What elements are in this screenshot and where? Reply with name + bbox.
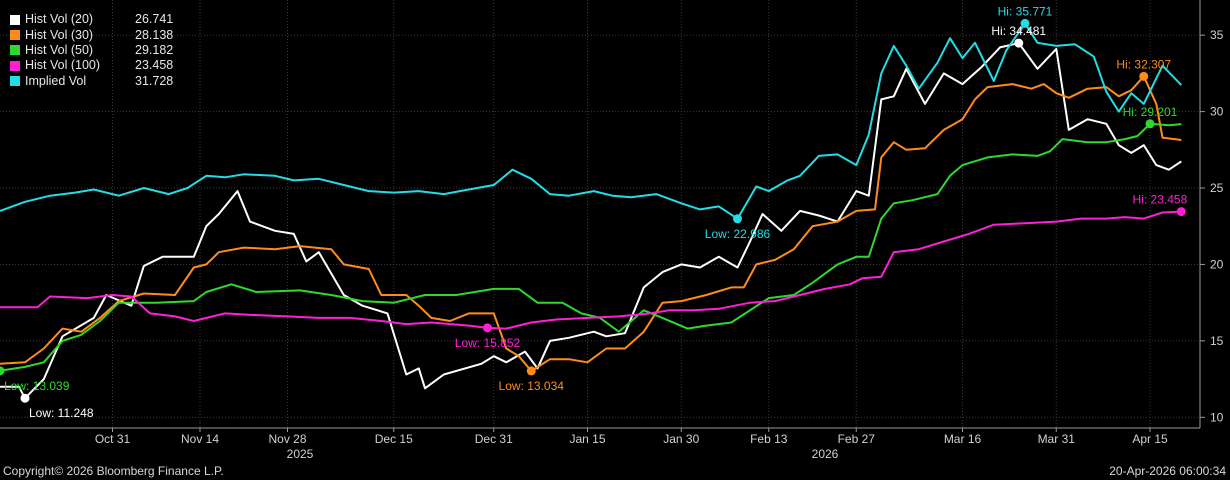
legend-label: Hist Vol (100) (25, 58, 101, 73)
y-tick-label: 15 (1210, 334, 1224, 348)
series-line-hist-vol-100 (0, 210, 1182, 330)
extreme-label: Hi: 32.307 (1116, 57, 1171, 71)
x-tick-label: Oct 31 (95, 432, 131, 446)
legend-value: 29.182 (135, 42, 174, 57)
extreme-marker (0, 366, 5, 376)
extreme-marker (1139, 71, 1149, 81)
extreme-label: Hi: 29.201 (1123, 105, 1178, 119)
x-tick-label: Feb 13 (750, 432, 788, 446)
legend-swatch (10, 45, 20, 56)
legend-label: Hist Vol (30) (25, 27, 94, 42)
x-tick-label: Nov 28 (268, 432, 306, 446)
legend-item: Implied Vol 31.728 (10, 74, 173, 89)
legend-swatch (10, 30, 20, 41)
extreme-marker (1020, 18, 1030, 28)
legend: Hist Vol (20) 26.741 Hist Vol (30) 28.13… (10, 12, 173, 89)
legend-label: Hist Vol (20) (25, 12, 94, 27)
legend-swatch (10, 60, 20, 71)
extreme-label: Low: 13.034 (499, 379, 565, 393)
x-tick-label: Dec 31 (475, 432, 513, 446)
legend-item: Hist Vol (50) 29.182 (10, 43, 173, 58)
footer: Copyright© 2026 Bloomberg Finance L.P. 2… (0, 462, 1230, 480)
legend-item: Hist Vol (30) 28.138 (10, 27, 173, 42)
legend-label: Hist Vol (50) (25, 42, 94, 57)
legend-value: 31.728 (135, 73, 174, 88)
y-tick-label: 20 (1210, 257, 1224, 271)
x-tick-label: Feb 27 (838, 432, 876, 446)
x-tick-label: Nov 14 (181, 432, 219, 446)
y-tick-label: 35 (1210, 28, 1224, 42)
x-tick-label: Jan 15 (569, 432, 605, 446)
series-line-hist-vol-30 (0, 75, 1182, 372)
extreme-marker (483, 323, 492, 333)
x-tick-label: Dec 15 (375, 432, 413, 446)
legend-swatch (10, 76, 20, 87)
legend-item: Hist Vol (100) 23.458 (10, 58, 173, 73)
x-year-label: 2026 (812, 447, 839, 461)
legend-label: Implied Vol (25, 73, 87, 88)
legend-value: 26.741 (135, 12, 174, 27)
legend-value: 23.458 (135, 58, 174, 73)
extreme-marker (733, 214, 742, 224)
extreme-label: Low: 22.986 (705, 227, 771, 241)
y-tick-label: 30 (1210, 105, 1224, 119)
x-year-label: 2025 (287, 447, 314, 461)
timestamp: 20-Apr-2026 06:00:34 (1109, 464, 1226, 478)
x-tick-label: Jan 30 (663, 432, 699, 446)
extreme-marker (526, 366, 536, 376)
extreme-marker (1014, 38, 1024, 48)
extreme-label: Hi: 35.771 (998, 4, 1053, 18)
copyright-text: Copyright© 2026 Bloomberg Finance L.P. (3, 464, 224, 478)
y-tick-label: 10 (1210, 410, 1224, 424)
y-tick-label: 25 (1210, 181, 1224, 195)
extreme-marker (1176, 207, 1186, 217)
extreme-label: Low: 11.248 (29, 406, 94, 420)
extreme-label: Low: 13.039 (4, 379, 70, 393)
x-tick-label: Apr 15 (1132, 432, 1168, 446)
extreme-label: Hi: 34.481 (991, 24, 1046, 38)
extreme-label: Low: 15.852 (455, 336, 521, 350)
extreme-marker (20, 393, 30, 403)
x-tick-label: Mar 16 (944, 432, 982, 446)
legend-item: Hist Vol (20) 26.741 (10, 12, 173, 27)
series-line-implied-vol (0, 22, 1183, 220)
legend-value: 28.138 (135, 27, 174, 42)
x-tick-label: Mar 31 (1038, 432, 1076, 446)
extreme-label: Hi: 23.458 (1133, 193, 1188, 207)
legend-swatch (10, 14, 20, 25)
extreme-marker (1145, 119, 1155, 129)
series-line-hist-vol-50 (0, 122, 1182, 372)
series-line-hist-vol-20 (0, 42, 1182, 400)
